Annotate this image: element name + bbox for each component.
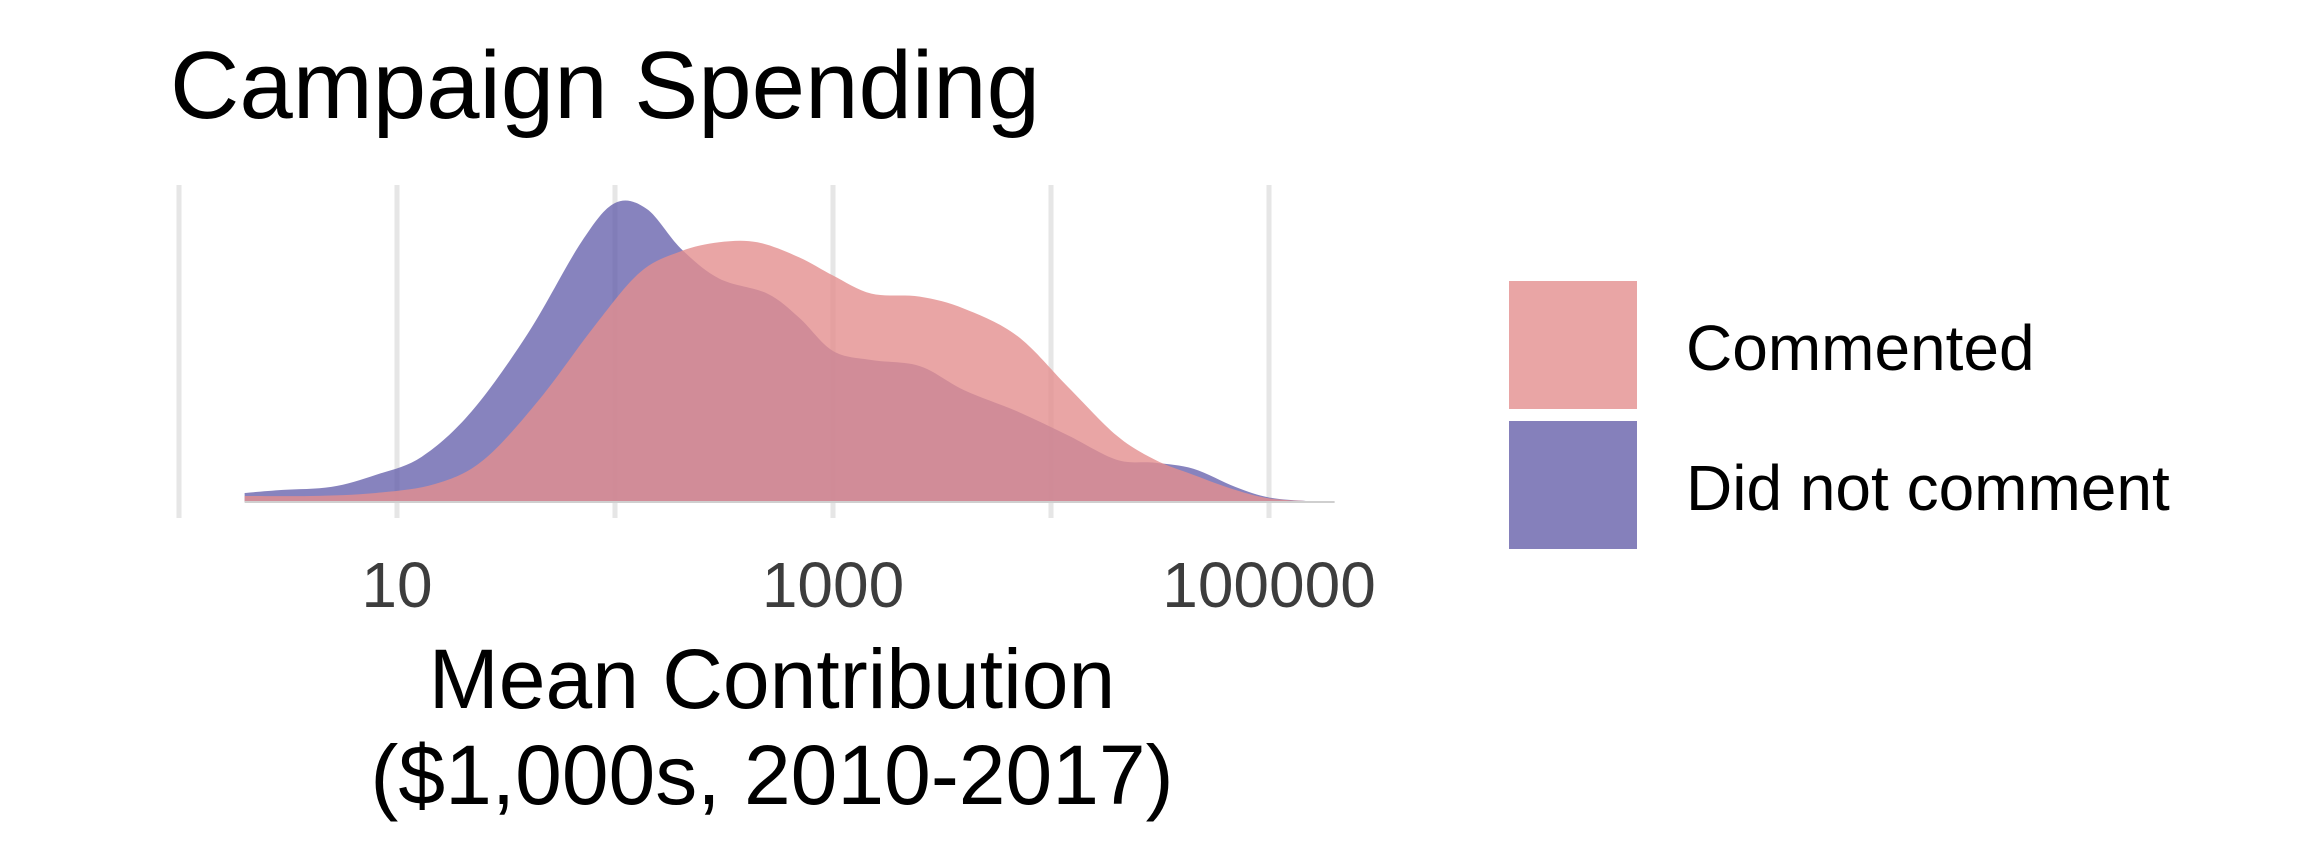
chart-title: Campaign Spending (170, 32, 1040, 139)
density-area-commented (244, 240, 1335, 502)
x-axis-label-line-1: Mean Contribution (429, 632, 1115, 726)
legend-label-did-not-comment: Did not comment (1686, 452, 2170, 524)
legend-label-commented: Commented (1686, 312, 2035, 384)
x-tick-labels: 10 1000 100000 (361, 549, 1375, 621)
x-tick-label: 1000 (762, 549, 904, 621)
legend-swatch-did-not-comment (1509, 421, 1637, 549)
x-axis-label-line-2: ($1,000s, 2010-2017) (370, 728, 1173, 822)
legend: Commented Did not comment (1509, 281, 2170, 549)
legend-swatch-commented (1509, 281, 1637, 409)
x-tick-label: 100000 (1162, 549, 1376, 621)
density-areas (244, 200, 1335, 503)
x-tick-label: 10 (361, 549, 432, 621)
